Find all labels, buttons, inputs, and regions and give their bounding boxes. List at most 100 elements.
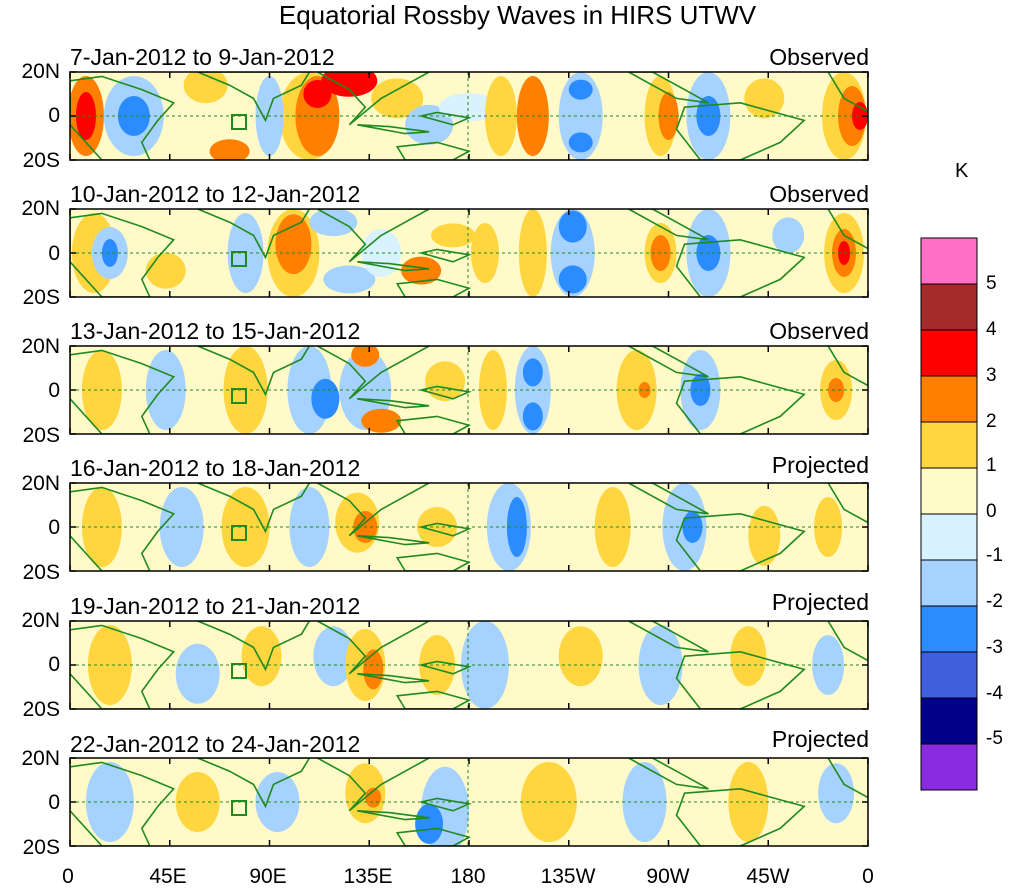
coastline	[827, 758, 868, 799]
region-box-marker	[231, 114, 247, 130]
anomaly-contour	[309, 209, 358, 237]
ylabel-20n: 20N	[21, 472, 60, 495]
coastline	[628, 72, 709, 104]
coastline	[357, 810, 430, 821]
anomaly-contour	[311, 378, 340, 419]
ylabel-0: 0	[48, 791, 60, 814]
coastline	[395, 415, 472, 434]
coastline	[395, 278, 472, 297]
figure-title: Equatorial Rossby Waves in HIRS UTWV	[278, 0, 757, 30]
colorbar-swatch	[920, 651, 978, 699]
xlabel-0: 0	[62, 865, 74, 888]
coastline	[420, 522, 472, 537]
anomaly-contour	[75, 92, 96, 140]
colorbar-label-m5: -5	[986, 728, 1003, 749]
colorbar-swatch	[920, 697, 978, 745]
anomaly-contour	[522, 358, 543, 387]
colorbar-swatch	[920, 283, 978, 331]
anomaly-contour	[558, 626, 603, 687]
coastline	[197, 72, 311, 123]
coastline	[827, 483, 868, 524]
colorbar-swatch	[920, 237, 978, 285]
colorbar-swatch	[920, 375, 978, 423]
anomaly-contour	[415, 804, 444, 844]
coastline	[70, 761, 176, 846]
anomaly-contour	[241, 626, 282, 687]
coastline	[317, 758, 430, 812]
anomaly-contour	[730, 626, 767, 687]
colorbar-label-5: 5	[986, 273, 997, 294]
panel-4-date: 16-Jan-2012 to 18-Jan-2012	[70, 455, 361, 481]
colorbar-swatch	[920, 559, 978, 607]
coastline	[628, 758, 709, 790]
coastline	[675, 101, 806, 160]
coastline	[675, 787, 806, 846]
coastline	[420, 660, 472, 675]
coastline	[420, 111, 472, 126]
map-panel-1	[69, 71, 869, 161]
colorbar-swatch	[920, 513, 978, 561]
region-box-marker	[231, 800, 247, 816]
anomaly-contour	[371, 78, 424, 119]
anomaly-contour	[558, 210, 587, 243]
anomaly-contour	[85, 762, 134, 842]
ylabel-20n: 20N	[21, 747, 60, 770]
anomaly-contour	[175, 643, 220, 704]
xlabel-90w: 90W	[646, 865, 690, 888]
ylabel-20s: 20S	[22, 286, 60, 309]
panel-5-status: Projected	[771, 589, 869, 615]
coastline	[395, 827, 472, 846]
coastline	[395, 690, 472, 709]
ylabel-20s: 20S	[22, 836, 60, 859]
colorbar-unit: K	[955, 160, 969, 182]
anomaly-contour	[748, 505, 781, 566]
anomaly-contour	[425, 361, 466, 402]
anomaly-contour	[828, 378, 845, 402]
coastline	[317, 346, 430, 400]
xlabel-90e: 90E	[249, 865, 287, 888]
colorbar-label-0: 0	[986, 501, 997, 522]
panel-2-status: Observed	[769, 181, 869, 207]
colorbar-label-m3: -3	[986, 637, 1003, 658]
panel-6-date: 22-Jan-2012 to 24-Jan-2012	[70, 731, 361, 757]
map-panel-2	[69, 208, 869, 298]
coastline	[197, 346, 311, 397]
coastline	[357, 535, 430, 546]
anomaly-contour	[682, 511, 703, 543]
coastline	[420, 248, 472, 263]
coastline	[420, 385, 472, 400]
ylabel-0: 0	[48, 242, 60, 265]
panel-2-date: 10-Jan-2012 to 12-Jan-2012	[70, 181, 361, 207]
coastline	[827, 621, 868, 662]
anomaly-contour	[439, 93, 499, 122]
ylabel-0: 0	[48, 653, 60, 676]
anomaly-contour	[401, 256, 442, 285]
coastline	[357, 124, 430, 135]
xlabel-135w: 135W	[540, 865, 596, 888]
panel-3-date: 13-Jan-2012 to 15-Jan-2012	[70, 318, 361, 344]
ylabel-20s: 20S	[22, 424, 60, 447]
ylabel-0: 0	[48, 516, 60, 539]
map-panel-4	[69, 482, 869, 572]
anomaly-contour	[568, 132, 593, 153]
ylabel-20s: 20S	[22, 698, 60, 721]
coastline	[628, 621, 709, 653]
coastline	[675, 650, 806, 709]
anomaly-contour	[568, 79, 593, 100]
region-box-marker	[231, 663, 247, 679]
xlabel-180: 180	[450, 865, 486, 888]
colorbar-label-4: 4	[986, 319, 997, 340]
colorbar-label-2: 2	[986, 411, 997, 432]
coastline	[395, 141, 472, 160]
xlabel-135e: 135E	[343, 865, 393, 888]
colorbar-label-3: 3	[986, 365, 997, 386]
ylabel-0: 0	[48, 379, 60, 402]
anomaly-contour	[522, 402, 543, 431]
anomaly-contour	[361, 408, 402, 433]
anomaly-contour	[365, 787, 382, 808]
coastline	[197, 483, 311, 534]
colorbar-swatch	[920, 467, 978, 515]
coastline	[628, 483, 709, 515]
anomaly-contour	[658, 92, 679, 140]
